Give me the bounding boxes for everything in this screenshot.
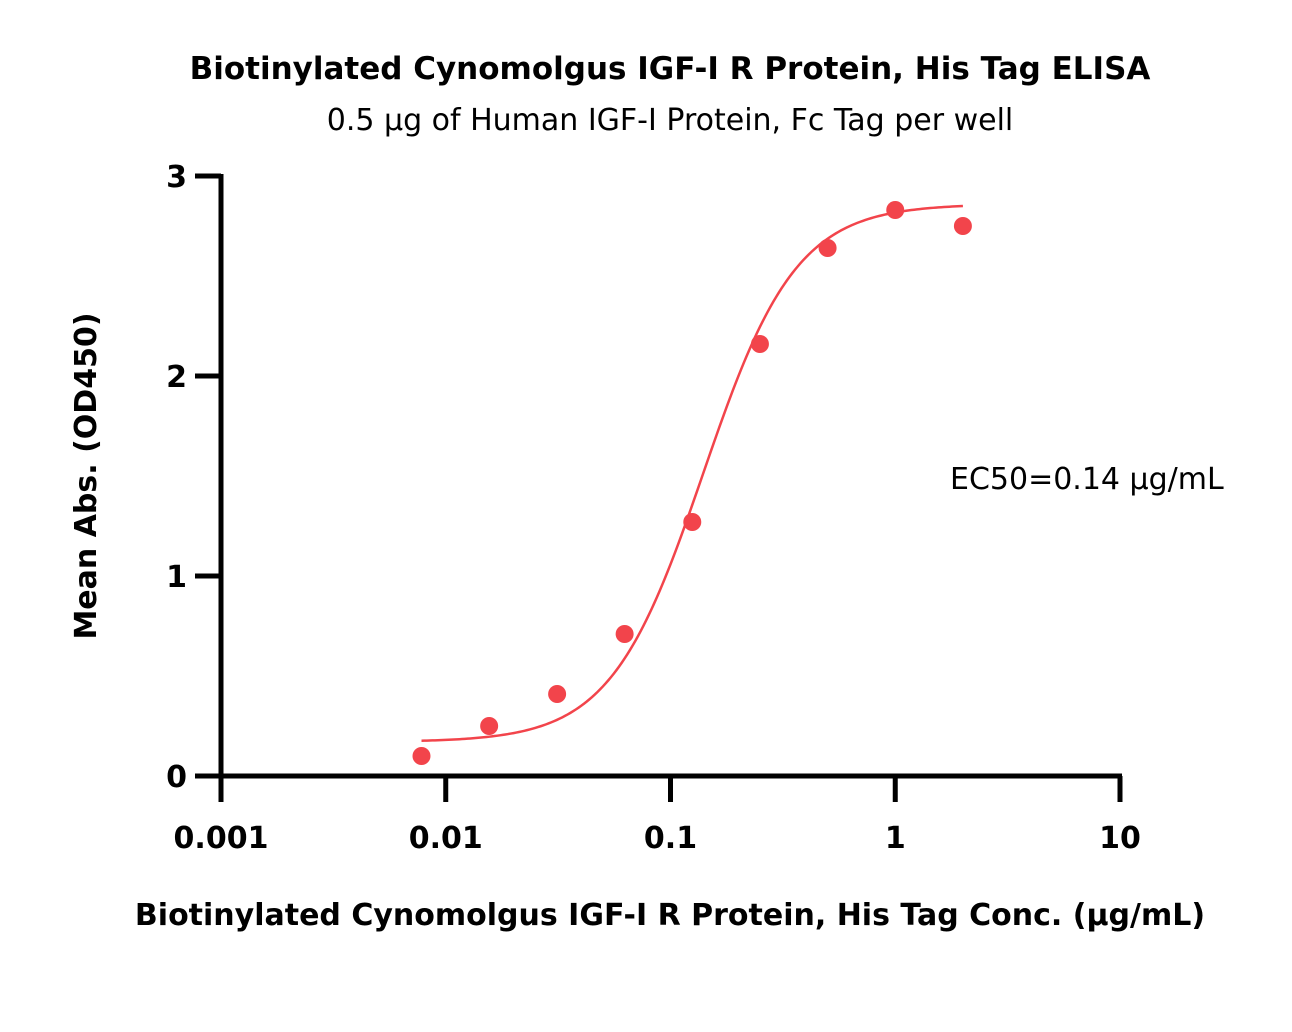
x-axis-label: Biotinylated Cynomolgus IGF-I R Protein,… [135, 898, 1205, 933]
data-point [683, 513, 702, 531]
data-point [480, 717, 499, 735]
fit-curve-layer [421, 204, 963, 742]
x-tick-label: 10 [1099, 821, 1141, 856]
chart-title: Biotinylated Cynomolgus IGF-I R Protein,… [190, 51, 1151, 87]
ec50-annotation: EC50=0.14 µg/mL [950, 462, 1224, 497]
x-tick-label: 0.001 [174, 821, 269, 856]
y-tick-label: 0 [166, 760, 187, 795]
data-point [886, 201, 905, 219]
data-point [750, 335, 769, 353]
y-tick-label: 1 [166, 560, 187, 595]
x-axis: 0.001 0.01 0.1 1 10 [174, 773, 1141, 856]
y-tick-label: 3 [166, 160, 187, 195]
y-axis: 0 1 2 3 [166, 160, 224, 795]
y-tick-label: 2 [166, 360, 187, 395]
x-tick-label: 1 [885, 821, 906, 856]
x-tick-label: 0.1 [644, 821, 697, 856]
data-point [818, 239, 837, 257]
x-tick-label: 0.01 [409, 821, 483, 856]
fit-curve [421, 204, 963, 742]
chart-subtitle: 0.5 µg of Human IGF-I Protein, Fc Tag pe… [327, 103, 1014, 138]
y-axis-label: Mean Abs. (OD450) [69, 312, 104, 639]
data-point [412, 747, 431, 765]
data-point [548, 685, 567, 703]
data-point [953, 217, 972, 235]
data-points-layer [412, 201, 972, 765]
data-point [615, 625, 634, 643]
